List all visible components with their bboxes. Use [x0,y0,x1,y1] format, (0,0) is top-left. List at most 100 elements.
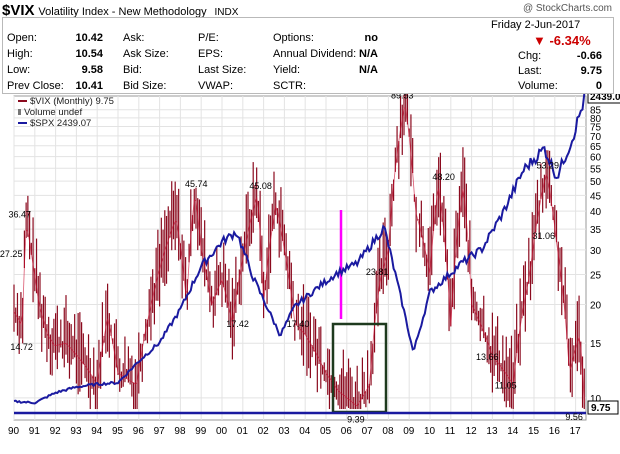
y-tick-label: 50 [590,177,602,188]
y-tick-label: 85 [590,106,602,117]
y-tick-label: 45 [590,191,602,202]
x-tick-label: 92 [50,426,62,437]
legend-vix-label: $VIX (Monthly) 9.75 [30,96,114,107]
open-value: 10.42 [75,32,103,44]
x-tick-label: 10 [424,426,436,437]
security-name: Volatility Index - New Methodology [38,6,207,18]
price-chart: 90 91 92 93 94 95 96 97 98 99 00 01 02 03 04 05 06 07 08 09… [0,73,620,437]
y-tick-label: 70 [590,132,602,143]
legend-volume-label: Volume undef [24,107,83,118]
y-tick-label: 75 [590,123,602,134]
x-tick-label: 08 [382,426,394,437]
bid-label: Bid: [123,64,142,76]
x-tick-label: 01 [237,426,249,437]
y-tick-label: 10 [590,394,602,405]
y-tick-label: 20 [590,300,602,311]
chg-value: -0.66 [576,50,602,62]
x-tick-label: 93 [70,426,82,437]
spx-series-line [13,93,586,405]
x-tick-label: 05 [320,426,332,437]
x-tick-label: 97 [154,426,166,437]
high-value: 10.54 [75,48,103,60]
data-label: 9.39 [347,414,365,424]
exchange: INDX [214,7,239,18]
data-label: 45.74 [185,179,208,189]
y-tick-label: 40 [590,207,602,218]
yield-value: N/A [359,64,378,76]
vwap-label: VWAP: [198,80,234,92]
y-tick-label: 30 [590,246,602,257]
vix-last-text: 9.75 [591,403,611,414]
x-tick-label: 91 [29,426,41,437]
legend-volume: Volume undef [18,107,114,118]
low-value: 9.58 [81,64,103,76]
vix-last-tag [587,400,619,415]
prev-close-value: 10.41 [75,80,103,92]
pe-label: P/E: [198,32,219,44]
legend-spx-label: $SPX 2439.07 [30,118,92,129]
volume-value: 0 [595,80,602,92]
x-tick-label: 96 [133,426,145,437]
y-tick-label: 60 [590,153,602,164]
data-label: 89.53 [391,94,414,101]
dividend-label: Annual Dividend: [273,48,357,60]
annotation-shapes [14,210,586,415]
data-label: 23.81 [366,267,389,277]
data-label: 17.40 [287,319,310,329]
x-tick-label: 12 [466,426,478,437]
x-tick-label: 99 [195,426,207,437]
vix-close-line [13,107,585,407]
copyright-link[interactable]: @ StockCharts.com [522,3,612,14]
x-tick-label: 13 [486,426,498,437]
y-tick-label: 80 [590,114,602,125]
x-tick-label: 02 [258,426,270,437]
data-label: 14.72 [10,342,33,352]
y-tick-label: 15 [590,339,602,350]
x-tick-label: 06 [341,426,353,437]
symbol: $VIX [2,2,35,19]
low-label: Low: [7,64,31,76]
volume-label: Volume: [518,80,558,92]
dividend-value: N/A [359,48,378,60]
data-labels: 36.47 27.25 14.72 45.74 17.42 45.08 17.40 23.81… [0,91,583,425]
high-label: High: [7,48,33,60]
ask-size-label: Ask Size: [123,48,169,60]
legend-vix: $VIX (Monthly) 9.75 [18,96,114,107]
spx-swatch-icon [18,122,27,125]
options-label: Options: [273,32,314,44]
last-value: 9.75 [580,65,602,77]
x-tick-label: 14 [507,426,519,437]
yield-label: Yield: [273,64,301,76]
percent-change: ▼ -6.34% [533,33,591,48]
x-tick-label: 16 [549,426,561,437]
data-label: 53.29 [536,161,559,171]
vix-series [13,73,585,410]
last-label: Last: [518,65,542,77]
chart-panel: 90 91 92 93 94 95 96 97 98 99 00 01 02 03 04 05 06 07 08 09… [0,73,620,449]
chart-title: $VIX Volatility Index - New Methodology … [2,2,238,19]
legend-spx: $SPX 2439.07 [18,118,114,129]
plot-frame [13,95,587,421]
sctr-label: SCTR: [273,80,306,92]
data-label: 31.06 [532,231,555,241]
x-tick-label: 98 [174,426,186,437]
prev-close-label: Prev Close: [7,80,64,92]
x-tick-label: 09 [403,426,415,437]
y-tick-label: 35 [590,225,602,236]
x-axis: 90 91 92 93 94 95 96 97 98 99 00 01 02 03 04 05 06 07 08 09… [8,426,581,437]
x-tick-label: 94 [91,426,103,437]
x-tick-label: 07 [362,426,374,437]
y-tick-label: 65 [590,142,602,153]
x-tick-label: 90 [8,426,20,437]
quote-date: Friday 2-Jun-2017 [491,19,581,31]
last-value-tags: 2439.07 9.75 [587,89,620,415]
data-label: 13.66 [476,352,499,362]
last-size-label: Last Size: [198,64,247,76]
data-label: 17.42 [226,319,249,329]
x-tick-label: 04 [299,426,311,437]
legend: $VIX (Monthly) 9.75 Volume undef $SPX 24… [18,96,114,129]
data-label: 11.05 [495,380,517,390]
data-label: 36.47 [8,210,31,220]
x-tick-label: 03 [278,426,290,437]
